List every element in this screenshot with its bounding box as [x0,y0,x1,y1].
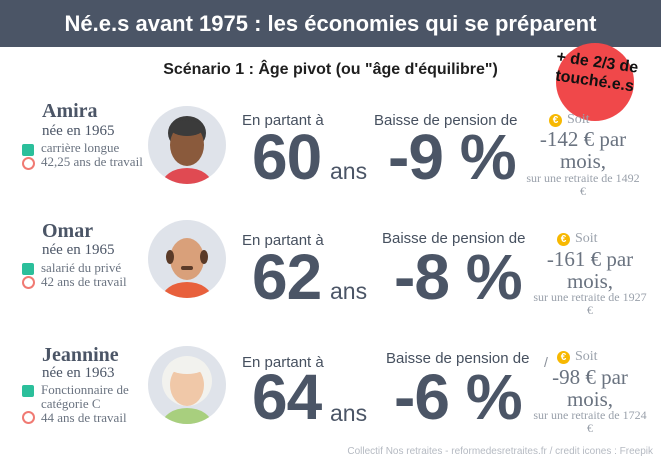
depart-label: En partant à [242,112,324,129]
footer-credit: Collectif Nos retraites - reformedesretr… [347,446,653,457]
clock-icon [22,411,35,424]
person-name: Amira [42,100,98,122]
person-born: née en 1963 [42,365,115,381]
person-detail-2: 42 ans de travail [41,274,127,289]
person-detail-1: salarié du privé [41,260,122,275]
amount-value: -161 € par mois, [546,247,634,293]
badge-circle [556,43,634,121]
person-name: Omar [42,220,94,242]
euro-coin-icon: € [557,351,570,364]
arrow-right-icon [22,263,34,275]
avatar-omar [148,220,226,298]
person-row-jeannine: Jeannine née en 1963 Fonctionnaire de ca… [0,342,661,462]
ans-label: ans [330,400,368,426]
reference-pension: sur une retraite de 1927 € [533,290,647,317]
age-value: 64 [252,361,322,433]
depart-label: En partant à [242,354,324,371]
clock-icon [22,276,35,289]
soit-label: Soit [575,349,598,364]
euro-coin-icon: € [557,233,570,246]
person-detail-2: 44 ans de travail [41,410,127,425]
baisse-value: -6 % [394,361,523,433]
slash-separator: / [544,354,548,370]
person-detail-2: 42,25 ans de travail [41,154,143,169]
age-value: 62 [252,241,322,313]
person-row-omar: Omar née en 1965 salarié du privé 42 ans… [0,218,661,338]
header-title: Né.e.s avant 1975 : les économies qui se… [0,0,661,47]
euro-coin-icon: € [549,114,562,127]
badge-text: + de 2/3 de touché.e.s [534,45,658,99]
baisse-label: Baisse de pension de [382,230,526,247]
scenario-title: Scénario 1 : Âge pivot (ou "âge d'équili… [163,61,498,78]
arrow-right-icon [22,385,34,397]
amount-value: -98 € par mois, [552,365,628,411]
avatar-amira [148,106,226,184]
clock-icon [22,157,35,170]
baisse-value: -8 % [394,241,523,313]
person-detail-1: Fonctionnaire de catégorie C [41,382,129,411]
reference-pension: sur une retraite de 1492 € [526,171,640,198]
arrow-right-icon [22,144,34,156]
ans-label: ans [330,278,368,304]
ans-label: ans [330,158,368,184]
age-value: 60 [252,121,322,193]
depart-label: En partant à [242,232,324,249]
amount-value: -142 € par mois, [539,127,627,173]
soit-label: Soit [567,112,590,127]
baisse-label: Baisse de pension de [374,112,518,129]
person-detail-1: carrière longue [41,140,120,155]
person-name: Jeannine [42,344,119,366]
person-row-amira: Amira née en 1965 carrière longue 42,25 … [0,98,661,218]
baisse-label: Baisse de pension de [386,350,530,367]
person-born: née en 1965 [42,242,115,258]
baisse-value: -9 % [388,121,517,193]
avatar-jeannine [148,346,226,424]
reference-pension: sur une retraite de 1724 € [533,408,647,435]
soit-label: Soit [575,231,598,246]
person-born: née en 1965 [42,123,115,139]
